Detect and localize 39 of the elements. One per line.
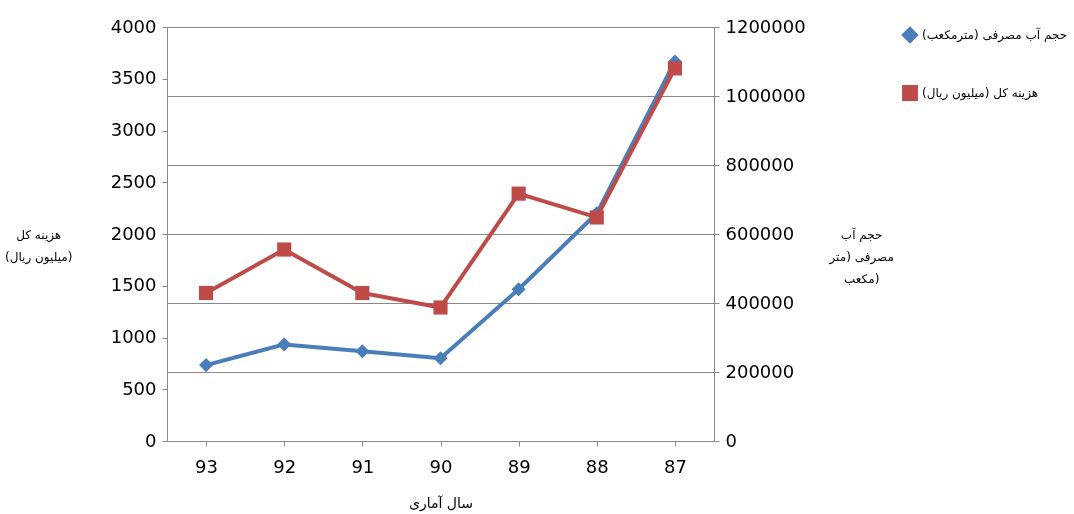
point xyxy=(199,358,214,373)
y-tick-label: 4000 xyxy=(110,15,157,37)
y-tick-label: 1000 xyxy=(110,326,157,347)
point xyxy=(511,186,526,201)
x-axis-title: سال آماری xyxy=(409,494,473,512)
x-tick-label: 91 xyxy=(351,455,375,477)
y2-tick-label: 800000 xyxy=(725,153,795,175)
y-tick-label: 3000 xyxy=(110,119,157,140)
y-tick-label: 1500 xyxy=(110,274,157,296)
x-tick-label: 92 xyxy=(273,455,297,477)
legend-label: هزینه کل (میلیون ریال) xyxy=(922,86,1039,101)
y2-tick-label: 400000 xyxy=(725,291,795,313)
point xyxy=(433,351,448,366)
x-tick-label: 88 xyxy=(585,455,609,477)
point xyxy=(355,285,370,301)
y2-tick-label: 0 xyxy=(725,429,737,451)
x-tick-label: 89 xyxy=(507,455,531,477)
y2-tick-label: 1200000 xyxy=(725,15,806,37)
y2-tick-label: 200000 xyxy=(725,360,795,382)
point xyxy=(277,242,292,257)
y-axis-title: هزینه کل (میلیون ریال) xyxy=(5,227,73,265)
point xyxy=(667,61,682,76)
y-tick-label: 0 xyxy=(145,429,157,451)
y-tick-label: 3500 xyxy=(110,67,157,89)
y-tick-label: 2000 xyxy=(110,222,157,244)
y2-axis-title: حجم آب مصرفی (متر مکعب) xyxy=(828,226,894,286)
point xyxy=(277,337,292,352)
y-tick-label: 500 xyxy=(122,377,157,399)
x-tick-label: 93 xyxy=(195,455,219,477)
x-tick-label: 87 xyxy=(663,455,687,477)
x-tick-label: 90 xyxy=(429,455,453,477)
point xyxy=(511,282,526,297)
y-tick-label: 2500 xyxy=(110,170,157,192)
point xyxy=(199,285,214,301)
legend-label: حجم آب مصرفی (مترمکعب) xyxy=(922,27,1068,43)
point xyxy=(433,300,448,315)
point xyxy=(355,344,370,359)
y2-tick-label: 1000000 xyxy=(725,84,806,106)
y2-tick-label: 600000 xyxy=(725,222,795,244)
